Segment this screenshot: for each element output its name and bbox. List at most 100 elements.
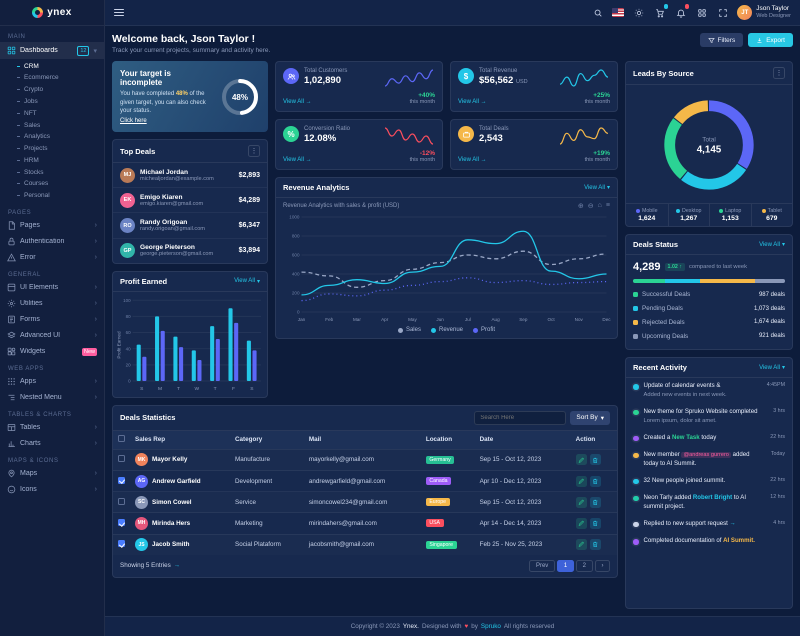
sidebar-item-widgets[interactable]: Widgets New: [0, 344, 104, 360]
delete-button[interactable]: [589, 454, 601, 466]
click-here-link[interactable]: Click here: [120, 118, 147, 125]
sidebar-subitem-crm[interactable]: CRM: [0, 60, 104, 72]
avatar: MJ: [120, 167, 135, 183]
column-header[interactable]: Location: [420, 430, 475, 450]
conversion-view-all-link[interactable]: View All →: [283, 157, 312, 163]
deals-status-view-all-link[interactable]: View All ▾: [759, 241, 785, 249]
notifications-button[interactable]: [674, 4, 690, 19]
top-deals-menu-button[interactable]: ⋮: [248, 145, 260, 158]
activity-highlight[interactable]: New Task: [671, 433, 700, 441]
language-flag-us[interactable]: [612, 8, 625, 17]
apps-launcher-button[interactable]: [695, 6, 708, 19]
sidebar-subitem-crypto[interactable]: Crypto: [0, 84, 104, 96]
delete-button[interactable]: [589, 517, 601, 529]
menu-icon[interactable]: ≡: [605, 202, 610, 209]
hamburger-menu-icon[interactable]: [114, 8, 124, 17]
sidebar-item-icons[interactable]: Icons ›: [0, 482, 104, 498]
edit-button[interactable]: [575, 475, 587, 487]
list-item[interactable]: RO Randy Origoan randy.origoan@gmail.com …: [113, 213, 267, 239]
delete-button[interactable]: [589, 496, 601, 508]
activity-link[interactable]: AI Summit.: [723, 537, 755, 545]
zoom-out-icon[interactable]: ⊖: [587, 203, 594, 210]
sidebar-item-utilities[interactable]: Utilities ›: [0, 296, 104, 312]
select-all-checkbox[interactable]: [118, 435, 125, 443]
sidebar-item-forms[interactable]: Forms ›: [0, 312, 104, 328]
leads-menu-button[interactable]: ⋮: [773, 67, 785, 79]
export-button[interactable]: Export: [748, 33, 793, 47]
pagination-page-1[interactable]: 1: [557, 559, 574, 572]
subitem-label: CRM: [24, 62, 39, 70]
sidebar-item-authentication[interactable]: Authentication ›: [0, 234, 104, 250]
sort-by-button[interactable]: Sort By ▾: [570, 410, 610, 425]
edit-button[interactable]: [575, 517, 587, 529]
edit-button[interactable]: [575, 496, 587, 508]
zoom-in-icon[interactable]: ⊕: [577, 203, 584, 210]
deals-view-all-link[interactable]: View All →: [458, 157, 487, 163]
column-header[interactable]: Mail: [303, 430, 421, 450]
sidebar-subitem-analytics[interactable]: Analytics: [0, 131, 104, 143]
user-menu[interactable]: JT Json Taylor Web Designer: [737, 5, 791, 20]
revenue-view-all-link[interactable]: View All →: [458, 99, 487, 105]
sidebar-subitem-ecommerce[interactable]: Ecommerce: [0, 72, 104, 84]
row-checkbox[interactable]: [118, 476, 125, 484]
chevron-down-icon: ▾: [93, 47, 97, 55]
sidebar-subitem-stocks[interactable]: Stocks: [0, 166, 104, 178]
list-item[interactable]: EK Emigo Kiaren emigo.kiaren@gmail.com $4…: [113, 188, 267, 214]
search-input[interactable]: [474, 410, 567, 425]
list-item[interactable]: MJ Michael Jordan michealjordan@example.c…: [113, 163, 267, 189]
legend-dot: [635, 209, 640, 213]
sidebar-subitem-projects[interactable]: Projects: [0, 143, 104, 155]
delete-button[interactable]: [589, 539, 601, 551]
sidebar-item-apps[interactable]: Apps ›: [0, 374, 104, 390]
brand-logo[interactable]: ynex: [0, 0, 104, 26]
svg-text:100: 100: [123, 298, 131, 303]
column-header[interactable]: Action: [570, 430, 617, 450]
revenue-view-all-link[interactable]: View All ▾: [584, 184, 610, 192]
activity-text: Created a: [643, 433, 672, 441]
sidebar-item-dashboards[interactable]: Dashboards 12 ▾: [0, 42, 104, 60]
sidebar-item-ui-elements[interactable]: UI Elements ›: [0, 280, 104, 296]
sidebar-item-maps[interactable]: Maps ›: [0, 466, 104, 482]
row-checkbox[interactable]: [118, 518, 125, 526]
spruko-link[interactable]: Spruko: [480, 623, 501, 630]
customers-view-all-link[interactable]: View All →: [283, 99, 312, 105]
sidebar-item-advanced-ui[interactable]: Advanced UI ›: [0, 328, 104, 344]
pagination-prev-button[interactable]: Prev: [529, 559, 555, 572]
list-item[interactable]: GP George Pieterson george.pieterson@gmai…: [113, 239, 267, 263]
search-button[interactable]: [591, 6, 604, 19]
sidebar-subitem-jobs[interactable]: Jobs: [0, 96, 104, 108]
sidebar-subitem-nft[interactable]: NFT: [0, 107, 104, 119]
arrow-right-icon[interactable]: →: [729, 519, 736, 527]
sidebar-subitem-courses[interactable]: Courses: [0, 178, 104, 190]
sidebar-item-tables[interactable]: Tables ›: [0, 420, 104, 436]
activity-view-all-link[interactable]: View All ▾: [759, 364, 785, 372]
sidebar-subitem-sales[interactable]: Sales: [0, 119, 104, 131]
edit-button[interactable]: [575, 539, 587, 551]
sidebar-item-nested-menu[interactable]: Nested Menu ›: [0, 390, 104, 406]
theme-toggle-button[interactable]: [632, 6, 645, 19]
column-header[interactable]: Sales Rep: [130, 430, 230, 450]
activity-highlight[interactable]: Robert Bright: [692, 493, 733, 501]
delete-button[interactable]: [589, 475, 601, 487]
activity-mention[interactable]: @andreas gurrero: [681, 451, 731, 458]
sidebar-subitem-hrm[interactable]: HRM: [0, 155, 104, 167]
home-icon[interactable]: ⌂: [597, 202, 602, 209]
profit-view-all-link[interactable]: View All ▾: [234, 278, 260, 285]
fullscreen-button[interactable]: [716, 6, 729, 19]
sidebar-subitem-personal[interactable]: Personal: [0, 190, 104, 202]
column-header[interactable]: Category: [230, 430, 304, 450]
row-checkbox[interactable]: [118, 455, 125, 463]
pagination-next-button[interactable]: ›: [595, 559, 610, 572]
column-header[interactable]: Date: [474, 430, 571, 450]
sidebar-item-charts[interactable]: Charts ›: [0, 436, 104, 452]
filters-button[interactable]: Filters: [699, 33, 744, 47]
sidebar-item-error[interactable]: Error ›: [0, 250, 104, 266]
sidebar-item-label: Maps: [20, 470, 38, 478]
sidebar-item-pages[interactable]: Pages ›: [0, 218, 104, 234]
edit-button[interactable]: [575, 454, 587, 466]
heart-icon: ♥: [464, 623, 469, 630]
row-checkbox[interactable]: [118, 540, 125, 548]
row-checkbox[interactable]: [118, 497, 125, 505]
cart-button[interactable]: [653, 4, 669, 19]
pagination-page-2[interactable]: 2: [576, 559, 593, 572]
